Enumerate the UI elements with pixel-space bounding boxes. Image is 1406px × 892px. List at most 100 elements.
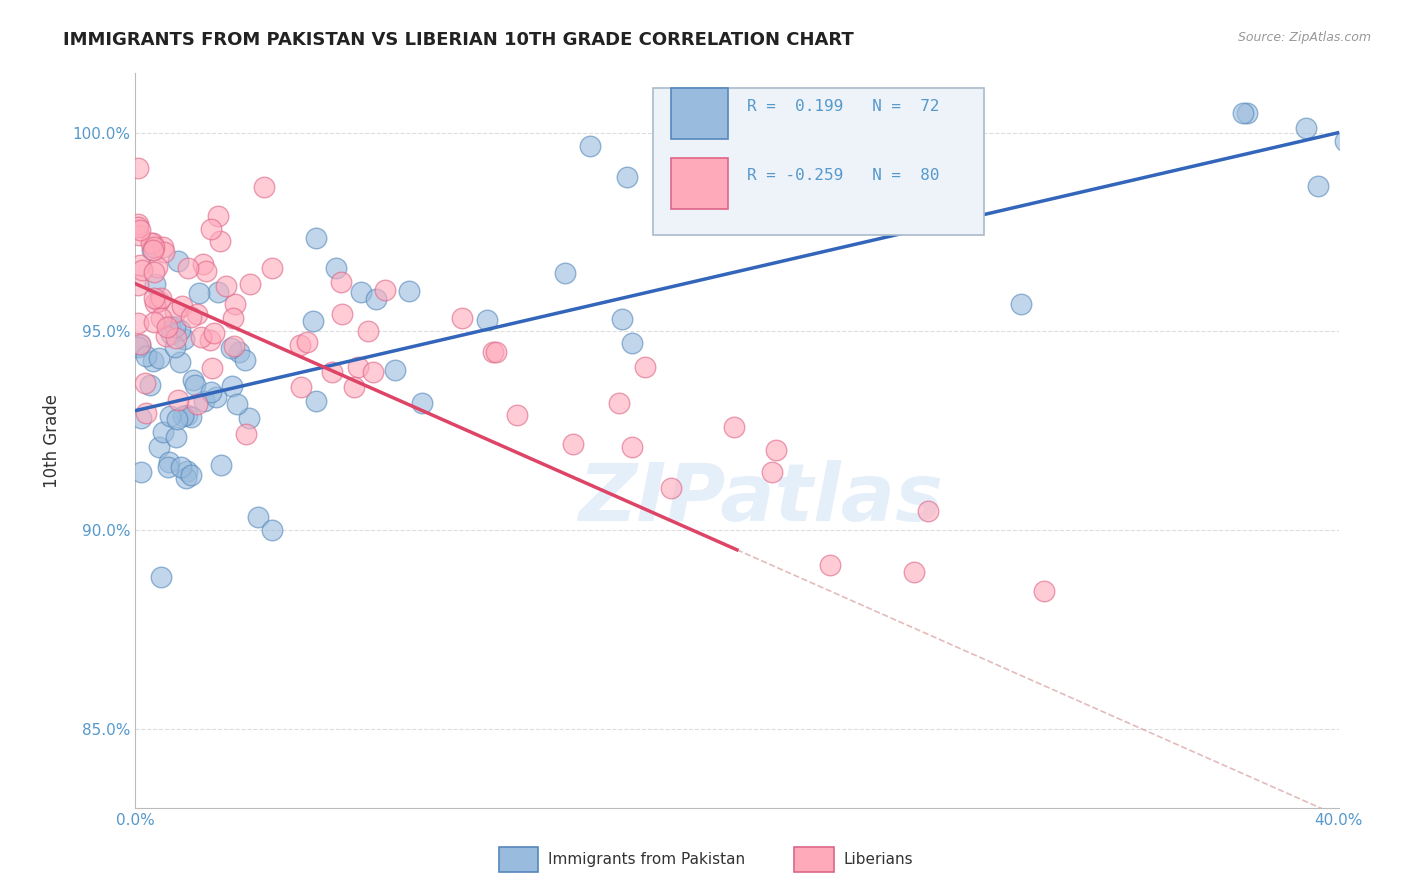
- Point: [134, 376, 156, 390]
- Point: [215, 278, 238, 293]
- Point: [246, 509, 269, 524]
- Text: IMMIGRANTS FROM PAKISTAN VS LIBERIAN 10TH GRADE CORRELATION CHART: IMMIGRANTS FROM PAKISTAN VS LIBERIAN 10T…: [63, 31, 853, 49]
- Point: [917, 504, 939, 518]
- Point: [142, 240, 165, 254]
- Point: [157, 455, 180, 469]
- Point: [141, 235, 163, 250]
- FancyBboxPatch shape: [652, 87, 984, 235]
- Point: [357, 324, 380, 338]
- Point: [142, 265, 165, 279]
- Point: [143, 315, 166, 329]
- Point: [561, 437, 583, 451]
- Text: Immigrants from Pakistan: Immigrants from Pakistan: [548, 853, 745, 867]
- Point: [361, 365, 384, 379]
- Point: [180, 310, 202, 325]
- Point: [219, 342, 242, 356]
- Point: [207, 210, 229, 224]
- Point: [481, 344, 503, 359]
- Point: [166, 412, 188, 426]
- Point: [200, 333, 222, 347]
- Point: [297, 334, 319, 349]
- Point: [127, 217, 149, 231]
- Point: [142, 236, 165, 251]
- Point: [176, 464, 198, 478]
- Point: [159, 409, 181, 423]
- Point: [505, 408, 527, 422]
- Point: [578, 139, 600, 153]
- Point: [152, 240, 174, 254]
- Point: [135, 349, 157, 363]
- Point: [208, 235, 231, 249]
- Point: [209, 458, 232, 472]
- Point: [167, 393, 190, 408]
- FancyBboxPatch shape: [671, 87, 728, 139]
- Point: [761, 466, 783, 480]
- Point: [181, 373, 204, 387]
- Point: [398, 284, 420, 298]
- Point: [253, 179, 276, 194]
- Point: [165, 305, 187, 319]
- Point: [143, 277, 166, 291]
- Point: [347, 360, 370, 375]
- Point: [620, 440, 643, 454]
- Point: [167, 254, 190, 268]
- Point: [156, 319, 179, 334]
- Point: [374, 283, 396, 297]
- Point: [145, 260, 167, 274]
- Point: [152, 425, 174, 439]
- Point: [207, 285, 229, 299]
- Point: [127, 317, 149, 331]
- Point: [330, 307, 353, 321]
- Point: [820, 558, 842, 573]
- Point: [1295, 120, 1317, 135]
- Point: [128, 336, 150, 351]
- Point: [127, 161, 149, 176]
- Point: [634, 359, 657, 374]
- Point: [451, 310, 474, 325]
- Point: [143, 296, 166, 310]
- Point: [225, 397, 247, 411]
- Point: [239, 277, 262, 291]
- Point: [201, 361, 224, 376]
- Point: [222, 338, 245, 352]
- Point: [174, 471, 197, 485]
- Point: [616, 169, 638, 184]
- Point: [343, 380, 366, 394]
- Point: [233, 353, 256, 368]
- Point: [1232, 105, 1254, 120]
- Point: [165, 340, 187, 354]
- Point: [290, 379, 312, 393]
- Point: [302, 314, 325, 328]
- Point: [186, 397, 208, 411]
- Point: [176, 260, 198, 275]
- Text: ZIPatlas: ZIPatlas: [578, 460, 943, 539]
- Point: [235, 427, 257, 442]
- Point: [149, 291, 172, 305]
- Point: [156, 460, 179, 475]
- Point: [135, 406, 157, 420]
- Point: [148, 351, 170, 365]
- Point: [165, 320, 187, 334]
- Point: [176, 408, 198, 422]
- Point: [194, 264, 217, 278]
- Point: [128, 259, 150, 273]
- Point: [128, 227, 150, 242]
- Point: [612, 312, 634, 326]
- Point: [723, 420, 745, 434]
- Point: [129, 223, 152, 237]
- Point: [1306, 178, 1329, 193]
- Point: [127, 219, 149, 234]
- Point: [290, 338, 312, 352]
- Point: [169, 323, 191, 337]
- Point: [160, 326, 183, 341]
- Point: [204, 390, 226, 404]
- Point: [148, 293, 170, 308]
- Point: [620, 335, 643, 350]
- Point: [330, 275, 353, 289]
- Point: [366, 292, 388, 306]
- Point: [1236, 105, 1258, 120]
- Point: [129, 338, 152, 352]
- Point: [173, 332, 195, 346]
- Point: [200, 221, 222, 235]
- Point: [238, 411, 260, 425]
